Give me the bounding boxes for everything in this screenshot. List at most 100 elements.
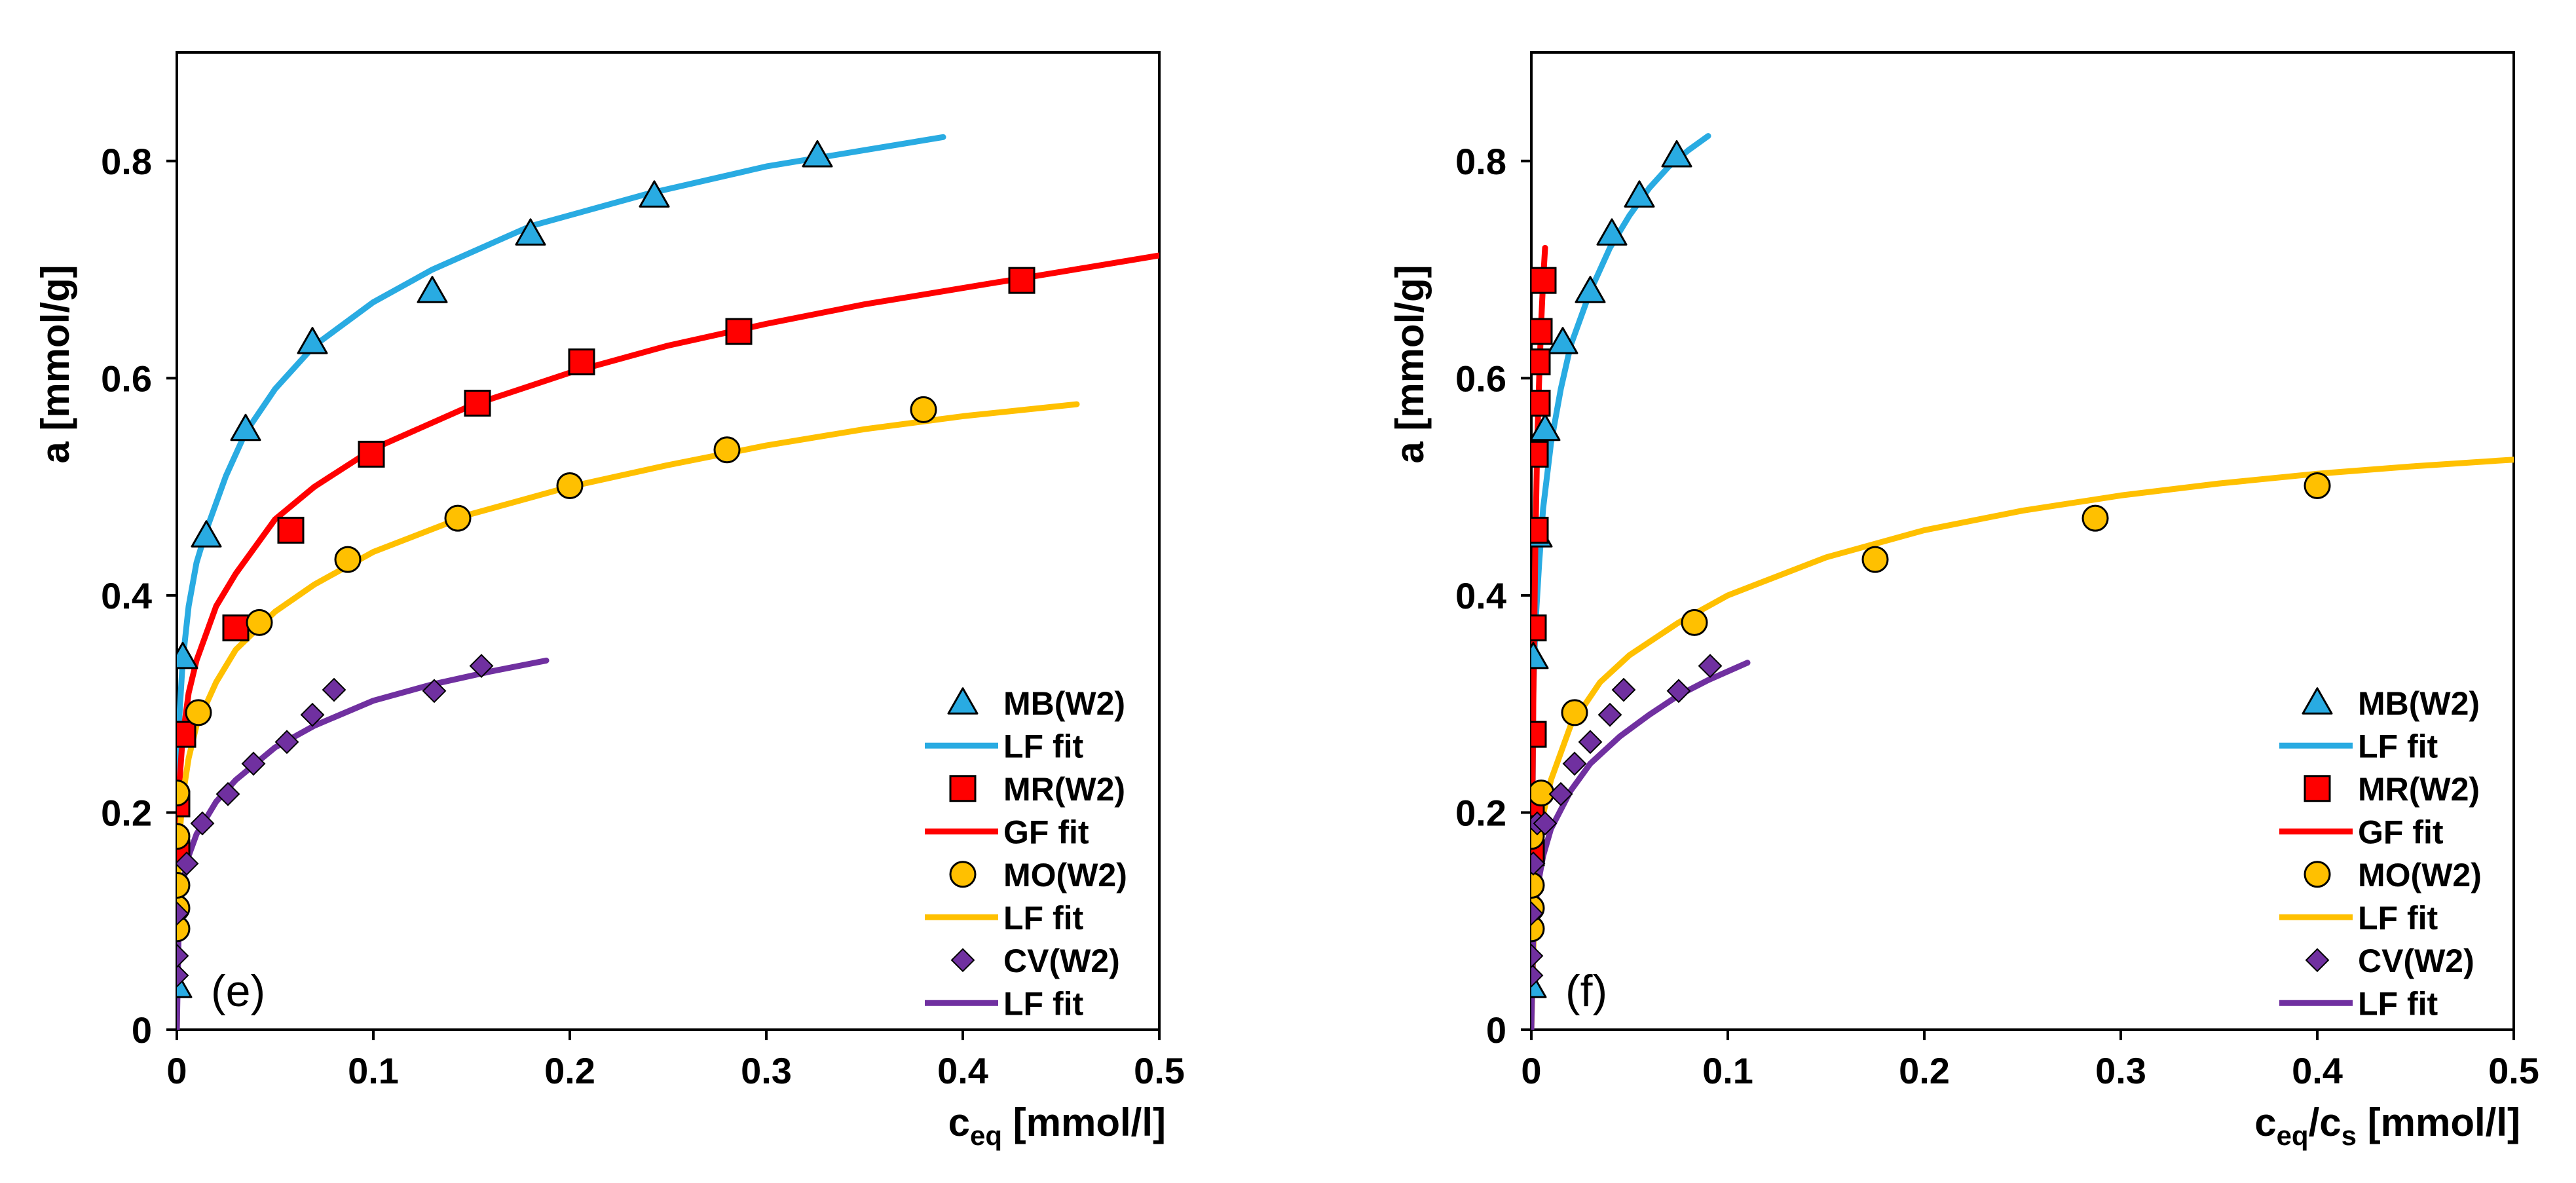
data-point: [1531, 267, 1557, 294]
data-point: [241, 751, 266, 776]
x-tick-label: 0.5: [1134, 1050, 1185, 1091]
y-tick-label: 0: [132, 1009, 152, 1051]
data-point: [1611, 677, 1636, 702]
data-point: [910, 396, 937, 423]
y-tick-label: 0.6: [101, 358, 152, 399]
data-point: [1698, 654, 1723, 679]
legend-marker: [2305, 948, 2330, 973]
data-point: [1531, 641, 1549, 669]
data-point: [322, 677, 346, 702]
data-point: [469, 654, 494, 679]
data-point: [1681, 609, 1708, 636]
data-point: [1666, 679, 1691, 704]
y-tick-label: 0.2: [1455, 792, 1506, 833]
y-tick-label: 0.4: [101, 575, 152, 616]
series-mo-w2-: [177, 396, 937, 943]
data-point: [274, 730, 299, 755]
legend-marker: [949, 775, 977, 802]
series-mo-w2-: [1531, 472, 2331, 943]
data-point: [334, 546, 362, 573]
legend-marker: [2302, 687, 2333, 715]
plot-frame: [176, 51, 1161, 1031]
x-tick-label: 0: [166, 1050, 187, 1091]
data-point: [1624, 180, 1655, 208]
y-axis-title: a [mmol/g]: [1388, 265, 1432, 463]
data-point: [1531, 963, 1544, 988]
data-point: [464, 389, 491, 417]
legend-label: MB(W2): [1003, 685, 1125, 722]
data-point: [215, 781, 240, 806]
data-point: [246, 609, 273, 636]
legend-label: MO(W2): [2358, 857, 2482, 893]
data-point: [639, 180, 670, 208]
y-tick-label: 0.8: [101, 141, 152, 182]
fit-line-3: [177, 252, 1159, 1030]
data-point: [177, 943, 189, 968]
series-mr-w2-: [177, 267, 1036, 867]
legend: MB(W2) LF fit MR(W2) GF fit MO(W2) LF fit CV(W…: [925, 685, 1127, 1022]
data-point: [422, 679, 447, 704]
data-point: [190, 811, 215, 836]
legend-label: MO(W2): [1003, 857, 1127, 893]
x-tick-label: 0.5: [2488, 1050, 2539, 1091]
y-axis-title: a [mmol/g]: [33, 265, 77, 463]
data-point: [802, 140, 833, 168]
data-point: [556, 472, 584, 499]
x-axis-title: ceq/cs [mmol/l]: [2254, 1100, 2520, 1151]
data-point: [1531, 721, 1547, 748]
series-mb-w2-: [177, 140, 833, 998]
data-point: [358, 440, 385, 468]
plot-area: [177, 134, 1159, 1030]
legend-marker: [2304, 861, 2331, 888]
plot-area: [1531, 133, 2514, 1030]
x-tick-label: 0.1: [1702, 1050, 1753, 1091]
legend-label: MB(W2): [2358, 685, 2480, 722]
x-tick-label: 0.3: [741, 1050, 792, 1091]
data-point: [1531, 413, 1561, 441]
legend: MB(W2) LF fit MR(W2) GF fit MO(W2) LF fit CV(W…: [2279, 685, 2482, 1022]
data-point: [1531, 851, 1546, 876]
data-point: [1562, 751, 1587, 776]
data-point: [1561, 699, 1588, 726]
legend-label: LF fit: [2358, 899, 2438, 936]
data-point: [1531, 440, 1549, 468]
data-point: [177, 872, 191, 899]
data-point: [1531, 389, 1551, 417]
legend-label: GF fit: [1003, 814, 1089, 850]
data-point: [177, 851, 199, 876]
data-point: [1531, 901, 1544, 926]
data-point: [713, 436, 741, 464]
legend-label: LF fit: [1003, 728, 1084, 764]
x-tick-label: 0.2: [1899, 1050, 1950, 1091]
legend-label: CV(W2): [1003, 943, 1120, 979]
data-point: [1008, 267, 1036, 294]
x-tick-label: 0: [1521, 1050, 1541, 1091]
series-cv-w2-: [177, 654, 494, 988]
legend-label: GF fit: [2358, 814, 2444, 850]
data-point: [1531, 516, 1549, 544]
y-tick-label: 0.2: [101, 792, 152, 833]
data-point: [1531, 915, 1545, 943]
data-point: [1531, 318, 1553, 345]
legend-label: LF fit: [1003, 899, 1084, 936]
legend-marker: [947, 687, 979, 715]
data-point: [1531, 348, 1551, 375]
data-point: [191, 520, 222, 548]
data-point: [177, 915, 191, 943]
data-point: [1531, 614, 1547, 642]
data-point: [1661, 140, 1692, 168]
data-point: [1597, 702, 1622, 727]
data-point: [1547, 327, 1578, 354]
data-point: [177, 779, 191, 807]
data-point: [2304, 472, 2331, 499]
data-point: [1548, 781, 1573, 806]
data-point: [277, 516, 305, 544]
data-point: [185, 699, 212, 726]
data-point: [1533, 811, 1558, 836]
data-point: [297, 327, 328, 354]
legend-marker: [949, 861, 977, 888]
data-point: [417, 276, 448, 303]
data-point: [725, 318, 753, 345]
y-tick-label: 0.6: [1455, 358, 1506, 399]
y-tick-label: 0.8: [1455, 141, 1506, 182]
